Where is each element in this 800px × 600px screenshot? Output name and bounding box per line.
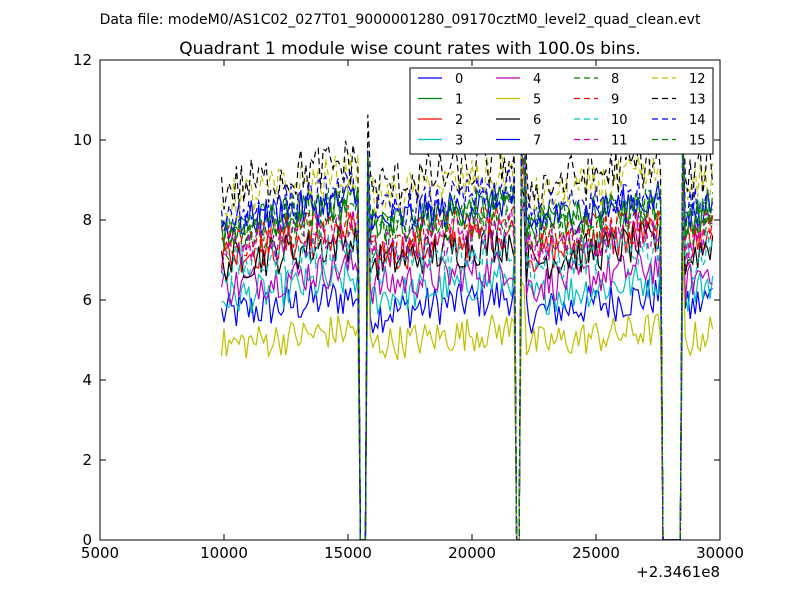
series-line-5 bbox=[220, 237, 714, 540]
series-line-11 bbox=[220, 149, 713, 540]
legend-label-13: 13 bbox=[689, 93, 706, 108]
y-tick-label: 8 bbox=[82, 211, 92, 229]
series-line-9 bbox=[220, 141, 714, 540]
series-line-14 bbox=[220, 126, 713, 540]
series-line-13 bbox=[220, 79, 714, 540]
x-tick-label: 5000 bbox=[81, 544, 119, 562]
legend-label-10: 10 bbox=[611, 113, 628, 128]
y-tick-label: 4 bbox=[82, 371, 92, 389]
series-line-3 bbox=[221, 186, 714, 540]
series-line-10 bbox=[220, 163, 714, 540]
y-tick-label: 2 bbox=[82, 451, 92, 469]
series-line-8 bbox=[220, 136, 714, 540]
legend-label-0: 0 bbox=[455, 72, 463, 87]
legend-label-7: 7 bbox=[533, 134, 541, 149]
series-line-15 bbox=[220, 141, 714, 540]
series-line-4 bbox=[220, 183, 713, 540]
legend-label-9: 9 bbox=[611, 93, 619, 108]
y-tick-label: 12 bbox=[73, 51, 92, 69]
series-line-7 bbox=[220, 109, 714, 540]
legend-label-1: 1 bbox=[455, 93, 463, 108]
series-line-0 bbox=[220, 208, 713, 540]
suptitle: Data file: modeM0/AS1C02_027T01_90000012… bbox=[100, 12, 701, 28]
legend-label-14: 14 bbox=[689, 113, 706, 128]
series-lines bbox=[220, 79, 714, 540]
x-tick-label: 20000 bbox=[448, 544, 496, 562]
series-line-12 bbox=[221, 91, 714, 540]
legend-label-12: 12 bbox=[689, 72, 706, 87]
legend-label-3: 3 bbox=[455, 134, 463, 149]
plot-area: 5000 10000 15000 20000 25000 3000002468101201… bbox=[73, 51, 744, 562]
y-tick-label: 10 bbox=[73, 131, 92, 149]
legend-label-5: 5 bbox=[533, 93, 541, 108]
y-tick-label: 0 bbox=[82, 531, 92, 549]
chart-title: Quadrant 1 module wise count rates with … bbox=[179, 39, 640, 59]
legend-label-11: 11 bbox=[611, 134, 628, 149]
legend-label-6: 6 bbox=[533, 113, 541, 128]
series-line-1 bbox=[220, 149, 714, 540]
legend-label-4: 4 bbox=[533, 72, 541, 87]
x-tick-label: 15000 bbox=[324, 544, 372, 562]
legend-label-15: 15 bbox=[689, 134, 706, 149]
y-tick-label: 6 bbox=[82, 291, 92, 309]
x-tick-label: 10000 bbox=[200, 544, 248, 562]
x-offset-label: +2.3461e8 bbox=[636, 563, 720, 581]
legend-label-8: 8 bbox=[611, 72, 619, 87]
legend-label-2: 2 bbox=[455, 113, 463, 128]
x-tick-label: 25000 bbox=[572, 544, 620, 562]
x-tick-label: 30000 bbox=[696, 544, 744, 562]
